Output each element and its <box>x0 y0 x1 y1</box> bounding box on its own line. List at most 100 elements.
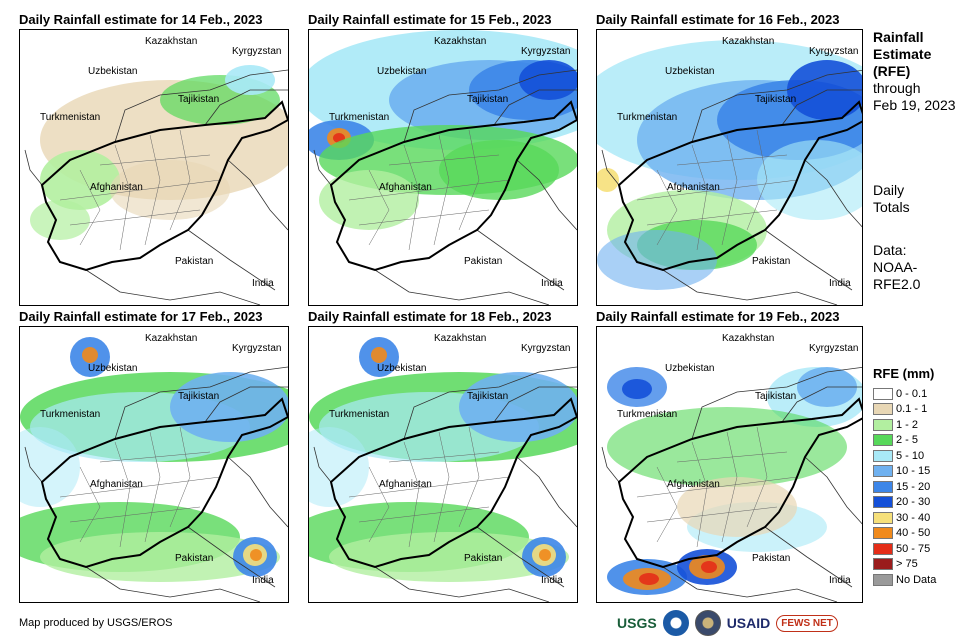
side-daily-line1: Daily <box>873 182 905 198</box>
fews-net-logo: FEWS NET <box>776 614 838 632</box>
country-border <box>662 566 838 602</box>
map-label-pakistan: Pakistan <box>175 256 214 267</box>
rainfall-map-svg <box>24 65 288 305</box>
panel-title-4: Daily Rainfall estimate for 17 Feb., 202… <box>19 309 263 324</box>
legend-item: 50 - 75 <box>873 541 936 557</box>
noaa-logo <box>662 610 689 636</box>
legend-title: RFE (mm) <box>873 366 935 381</box>
afghanistan-outline <box>40 100 288 272</box>
legend-item: 15 - 20 <box>873 479 936 495</box>
map-label-uzbekistan: Uzbekistan <box>665 363 715 374</box>
legend-label: 20 - 30 <box>896 496 931 509</box>
dos-seal-logo <box>694 610 721 636</box>
panel-title-5: Daily Rainfall estimate for 18 Feb., 202… <box>308 309 552 324</box>
province-border <box>59 476 221 498</box>
map-label-turkmenistan: Turkmenistan <box>40 112 101 123</box>
map-label-afghanistan: Afghanistan <box>90 479 143 490</box>
province-border <box>114 441 131 548</box>
rainfall-area <box>225 65 275 95</box>
country-border <box>85 269 261 305</box>
map-label-afghanistan: Afghanistan <box>667 182 720 193</box>
legend-item: 10 - 15 <box>873 464 936 480</box>
country-border <box>227 159 288 231</box>
rainfall-area <box>757 140 862 220</box>
legend-label: 50 - 75 <box>896 542 931 555</box>
side-through-date: Feb 19, 2023 <box>873 97 956 113</box>
province-border <box>433 431 450 543</box>
map-label-tajikistan: Tajikistan <box>755 391 797 402</box>
map-label-kazakhstan: Kazakhstan <box>434 36 487 47</box>
map-label-kyrgyzstan: Kyrgyzstan <box>809 343 859 354</box>
province-border <box>676 154 788 166</box>
map-label-kazakhstan: Kazakhstan <box>722 333 775 344</box>
legend-swatch <box>873 496 893 509</box>
map-label-pakistan: Pakistan <box>464 256 503 267</box>
legend-item: > 75 <box>873 557 936 573</box>
country-border <box>374 269 550 305</box>
province-border <box>403 144 420 251</box>
map-label-tajikistan: Tajikistan <box>467 94 509 105</box>
side-title-line3: (RFE) <box>873 63 911 79</box>
country-border <box>493 386 577 423</box>
rainfall-area <box>20 427 80 507</box>
rainfall-map-svg <box>309 30 577 305</box>
panel-title-2: Daily Rainfall estimate for 15 Feb., 202… <box>308 12 552 27</box>
rainfall-area <box>459 372 577 442</box>
province-border <box>656 466 678 543</box>
country-border <box>516 159 577 231</box>
province-border <box>79 169 101 246</box>
map-label-kazakhstan: Kazakhstan <box>722 36 775 47</box>
map-label-afghanistan: Afghanistan <box>379 182 432 193</box>
rainfall-area <box>82 347 98 363</box>
country-border <box>24 149 43 186</box>
province-border <box>348 476 510 498</box>
map-label-turkmenistan: Turkmenistan <box>329 409 390 420</box>
province-border <box>646 209 778 226</box>
map-label-uzbekistan: Uzbekistan <box>88 363 138 374</box>
map-panel-6: Kazakhstan Kyrgyzstan Uzbekistan Tajikistan… <box>596 326 863 603</box>
province-border <box>403 441 420 548</box>
map-label-kazakhstan: Kazakhstan <box>434 333 487 344</box>
legend-swatch <box>873 418 893 431</box>
country-border <box>781 386 862 423</box>
side-data-line2: NOAA- <box>873 259 918 275</box>
province-border <box>433 134 450 246</box>
rfe-legend: RFE (mm) 0 - 0.1 0.1 - 1 1 - 2 2 - 5 5 - 10 1… <box>873 366 936 588</box>
country-border <box>187 526 276 588</box>
legend-label: 15 - 20 <box>896 480 931 493</box>
province-border <box>646 506 778 523</box>
map-panel-5: Kazakhstan Kyrgyzstan Uzbekistan Tajikistan… <box>308 326 578 603</box>
map-panel-2: Kazakhstan Kyrgyzstan Uzbekistan Tajikistan… <box>308 29 578 306</box>
country-border <box>313 149 332 186</box>
legend-swatch <box>873 434 893 447</box>
country-border <box>85 566 261 602</box>
country-border <box>227 456 288 528</box>
panel-title-1: Daily Rainfall estimate for 14 Feb., 202… <box>19 12 263 27</box>
map-label-india: India <box>541 278 563 289</box>
side-through: through <box>873 80 921 96</box>
country-border <box>187 229 276 291</box>
rainfall-area <box>597 168 619 192</box>
legend-item: 20 - 30 <box>873 495 936 511</box>
province-border <box>79 466 101 543</box>
legend-swatch <box>873 387 893 400</box>
province-border <box>746 426 768 528</box>
rainfall-area <box>607 407 847 487</box>
country-border <box>764 229 853 291</box>
legend-swatch <box>873 511 893 524</box>
legend-item: 0.1 - 1 <box>873 402 936 418</box>
country-border <box>781 89 862 126</box>
map-label-turkmenistan: Turkmenistan <box>329 112 390 123</box>
side-title: Rainfall Estimate (RFE) through Feb 19, … <box>873 29 956 114</box>
province-border <box>676 451 788 463</box>
country-border <box>691 69 862 143</box>
province-border <box>99 154 211 166</box>
country-border <box>662 269 838 305</box>
map-label-pakistan: Pakistan <box>175 553 214 564</box>
afghanistan-outline <box>617 100 862 272</box>
side-daily: Daily Totals <box>873 182 910 216</box>
country-border <box>804 159 862 228</box>
legend-label: 30 - 40 <box>896 511 931 524</box>
province-border <box>691 144 708 251</box>
map-label-uzbekistan: Uzbekistan <box>665 66 715 77</box>
